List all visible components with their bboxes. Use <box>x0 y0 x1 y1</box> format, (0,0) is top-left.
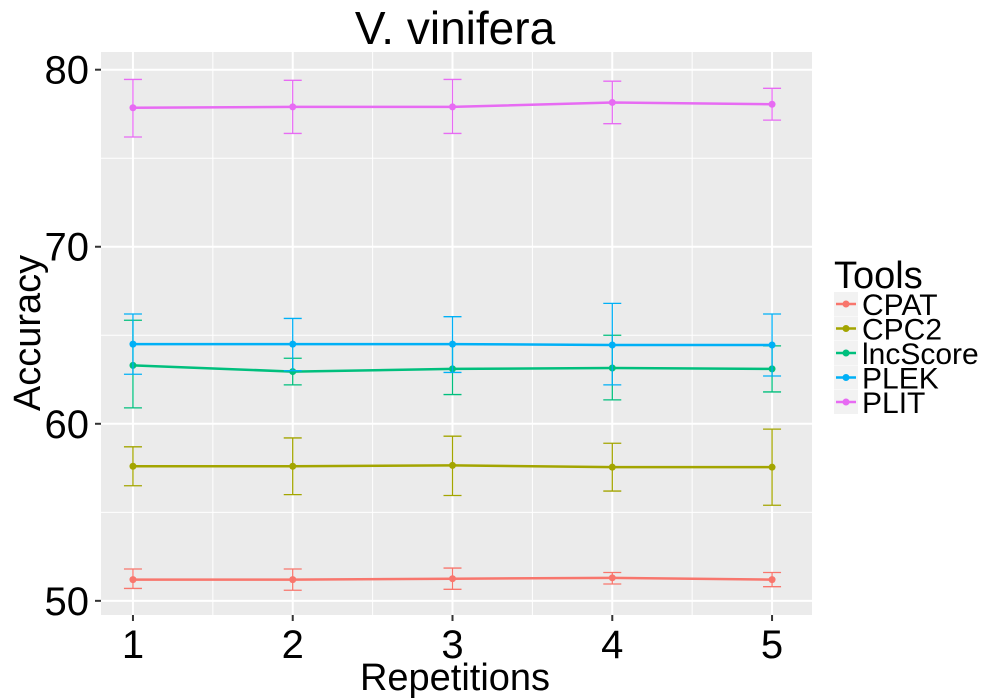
legend-key-point <box>842 300 850 308</box>
y-tick-label: 60 <box>45 403 90 447</box>
legend-label: CPC2 <box>862 314 942 347</box>
cpc2-point <box>449 461 457 469</box>
legend-item-cpc2: CPC2 <box>834 314 942 347</box>
chart-title: V. vinifera <box>355 2 556 54</box>
plek-point <box>129 340 137 348</box>
legend-label: lncScore <box>862 338 979 371</box>
y-tick-label: 80 <box>45 49 90 93</box>
x-axis: 1 2 3 4 5 <box>122 615 783 667</box>
y-tick-label: 70 <box>45 226 90 270</box>
x-tick-label: 2 <box>282 623 304 667</box>
cpc2-point <box>129 462 137 470</box>
plit-point <box>449 103 457 111</box>
y-axis: 50 60 70 80 <box>45 49 101 624</box>
legend-key-point <box>842 374 850 381</box>
plek-point <box>289 340 297 348</box>
legend-label: PLEK <box>862 363 939 396</box>
legend-label: CPAT <box>862 289 938 322</box>
plek-point <box>608 341 616 349</box>
plek-point <box>449 340 457 348</box>
series-layer <box>123 78 782 591</box>
plit-point <box>608 98 616 106</box>
legend-key-point <box>842 349 850 357</box>
cpat-point <box>289 576 297 584</box>
plit-point <box>289 103 297 111</box>
plit-point <box>129 104 137 112</box>
legend-label: PLIT <box>862 387 925 420</box>
series-plit <box>123 78 782 138</box>
plot-panel <box>101 52 812 615</box>
plit-point <box>768 100 776 108</box>
x-tick-label: 3 <box>441 623 463 667</box>
series-plek <box>123 302 782 386</box>
legend-key-point <box>842 325 850 332</box>
legend-item-lncscore: lncScore <box>834 338 979 371</box>
cpat-point <box>608 574 616 582</box>
y-axis-title: Accuracy <box>7 255 49 411</box>
x-tick-label: 5 <box>761 623 783 667</box>
series-cpat <box>123 567 782 591</box>
cpat-point <box>449 575 457 583</box>
x-tick-label: 1 <box>122 623 144 667</box>
legend-item-plit: PLIT <box>834 387 925 420</box>
cpc2-point <box>768 463 776 471</box>
y-tick-label: 50 <box>45 580 90 624</box>
x-tick-label: 4 <box>601 623 623 667</box>
cpc2-point <box>608 463 616 471</box>
plek-point <box>768 341 776 349</box>
x-axis-title: Repetitions <box>360 657 550 699</box>
legend-item-plek: PLEK <box>834 363 939 396</box>
series-cpc2 <box>123 428 782 506</box>
minor-gridlines <box>101 52 812 615</box>
legend-title: Tools <box>834 255 923 297</box>
cpc2-point <box>289 462 297 470</box>
cpat-point <box>129 576 137 584</box>
legend-key-point <box>842 398 850 406</box>
legend-item-cpat: CPAT <box>834 289 938 322</box>
cpat-point <box>768 576 776 584</box>
lncscore-point <box>289 368 297 376</box>
